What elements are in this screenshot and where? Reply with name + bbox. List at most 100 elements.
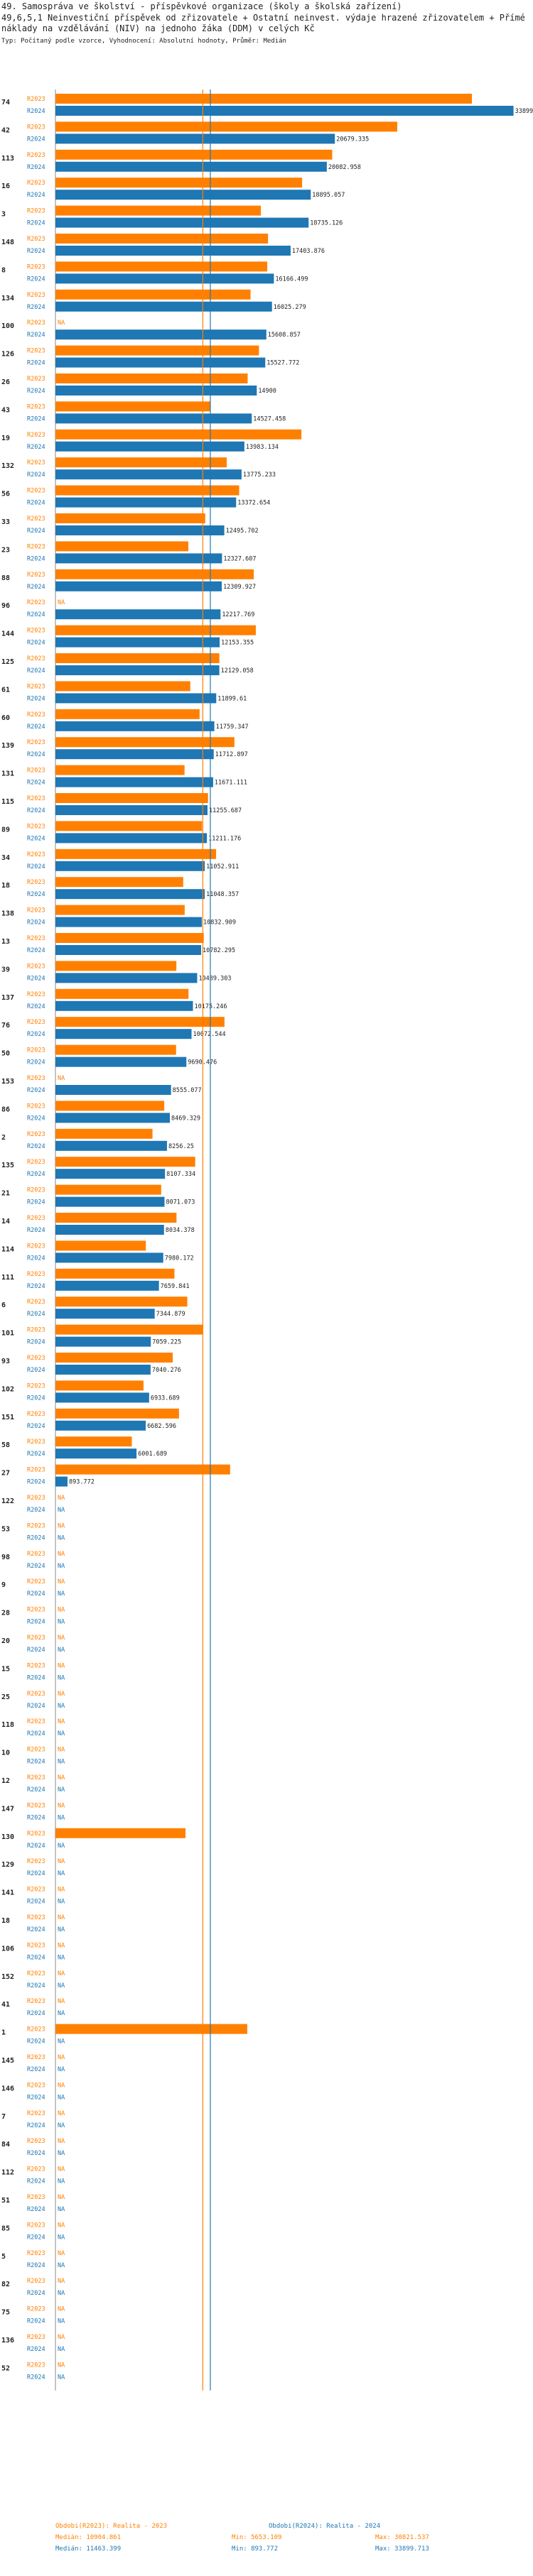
series-label-r2024: R2024	[27, 2234, 45, 2241]
value-label-r2024: 17403.876	[292, 248, 325, 255]
group-label: 88	[1, 574, 10, 582]
legend-2024-min: Min: 893.772	[232, 2545, 279, 2553]
group-label: 39	[1, 966, 10, 973]
series-label-r2024: R2024	[27, 388, 45, 395]
value-label-r2024: NA	[58, 1786, 65, 1794]
bar-r2024	[55, 721, 215, 731]
value-label-r2024: 8469.329	[171, 1115, 200, 1122]
value-label-r2023: 9833.569	[190, 543, 219, 550]
series-label-r2023: R2023	[27, 683, 45, 690]
value-label-r2024: 8034.378	[166, 1227, 195, 1234]
series-label-r2023: R2023	[27, 599, 45, 606]
series-label-r2024: R2024	[27, 2066, 45, 2073]
group-label: 19	[1, 435, 10, 442]
series-label-r2023: R2023	[27, 1691, 45, 1698]
series-label-r2023: R2023	[27, 1970, 45, 1977]
group-label: 9	[1, 1581, 6, 1589]
value-label-r2024: 8256.25	[168, 1143, 194, 1150]
series-label-r2024: R2024	[27, 2178, 45, 2185]
series-label-r2024: R2024	[27, 611, 45, 618]
value-label-r2023: 18202.309	[303, 432, 335, 439]
value-label-r2023: 10668.139	[201, 711, 234, 719]
series-label-r2024: R2024	[27, 1031, 45, 1038]
bar-r2023	[55, 681, 190, 692]
value-label-r2024: 11211.176	[208, 835, 241, 842]
value-label-r2023: 9625.383	[187, 1830, 216, 1838]
series-label-r2023: R2023	[27, 543, 45, 550]
group-label: 33	[1, 518, 10, 526]
group-label: 52	[1, 2364, 10, 2372]
series-label-r2024: R2024	[27, 1730, 45, 1737]
value-label-r2024: NA	[58, 1899, 65, 1906]
value-label-r2023: 11084.861	[207, 515, 239, 523]
series-label-r2024: R2024	[27, 919, 45, 927]
value-label-r2023: NA	[58, 1718, 65, 1725]
series-label-r2024: R2024	[27, 1143, 45, 1150]
value-label-r2023: 8960.359	[178, 1215, 207, 1222]
series-label-r2023: R2023	[27, 1215, 45, 1222]
group-label: 112	[1, 2169, 14, 2177]
value-label-r2024: NA	[58, 2318, 65, 2325]
bar-r2023	[55, 1324, 203, 1335]
series-label-r2023: R2023	[27, 851, 45, 858]
series-label-r2024: R2024	[27, 2206, 45, 2213]
series-label-r2024: R2024	[27, 1759, 45, 1766]
bar-r2023	[55, 373, 248, 383]
value-label-r2023: 15733.135	[269, 236, 302, 243]
series-label-r2023: R2023	[27, 2194, 45, 2201]
series-label-r2024: R2024	[27, 1619, 45, 1626]
value-label-r2024: NA	[58, 2346, 65, 2353]
value-label-r2023: 12676.45	[228, 459, 257, 466]
value-label-r2023: 15061.995	[260, 348, 293, 355]
bar-r2023	[55, 261, 268, 272]
group-label: 7	[1, 2113, 6, 2121]
value-label-r2024: 16166.499	[275, 275, 308, 283]
series-label-r2024: R2024	[27, 136, 45, 143]
bar-r2023	[55, 569, 254, 579]
value-label-r2023: 8926.75	[178, 1047, 203, 1054]
series-label-r2024: R2024	[27, 1087, 45, 1094]
value-label-r2023: 18255.184	[303, 180, 336, 187]
group-label: 60	[1, 714, 10, 722]
series-label-r2024: R2024	[27, 220, 45, 227]
bar-r2023	[55, 289, 251, 300]
series-label-r2023: R2023	[27, 907, 45, 915]
value-label-r2023: 9564.862	[186, 907, 215, 915]
series-label-r2023: R2023	[27, 2166, 45, 2173]
bar-r2023	[55, 541, 188, 552]
bar-r2023	[55, 709, 200, 719]
group-label: 130	[1, 1833, 14, 1841]
bar-r2024	[55, 1280, 159, 1291]
series-label-r2023: R2023	[27, 1887, 45, 1894]
series-label-r2023: R2023	[27, 1355, 45, 1362]
value-label-r2023: NA	[58, 1747, 65, 1754]
value-label-r2024: 18895.057	[312, 192, 345, 199]
bar-r2024	[55, 1336, 151, 1347]
value-label-r2024: NA	[58, 2039, 65, 2046]
value-label-r2023: NA	[58, 1774, 65, 1781]
group-label: 41	[1, 2001, 10, 2009]
group-label: 96	[1, 602, 10, 610]
group-label: 74	[1, 99, 10, 107]
series-label-r2024: R2024	[27, 1926, 45, 1933]
group-label: 147	[1, 1805, 14, 1813]
bar-r2023	[55, 1213, 177, 1223]
group-label: 118	[1, 1721, 14, 1729]
value-label-r2024: 11759.347	[216, 724, 249, 731]
value-label-r2024: NA	[58, 1703, 65, 1710]
series-label-r2024: R2024	[27, 751, 45, 758]
series-label-r2023: R2023	[27, 1634, 45, 1642]
bar-r2024	[55, 273, 274, 284]
value-label-r2024: 10072.544	[193, 1031, 226, 1038]
series-label-r2023: R2023	[27, 515, 45, 523]
series-label-r2023: R2023	[27, 376, 45, 383]
group-label: 14	[1, 1218, 10, 1226]
series-label-r2024: R2024	[27, 1171, 45, 1178]
series-label-r2023: R2023	[27, 991, 45, 998]
series-label-r2024: R2024	[27, 975, 45, 982]
bar-r2024	[55, 1448, 137, 1459]
value-label-r2023: 14195.459	[249, 2026, 281, 2034]
group-label: 144	[1, 631, 14, 638]
series-label-r2023: R2023	[27, 628, 45, 635]
